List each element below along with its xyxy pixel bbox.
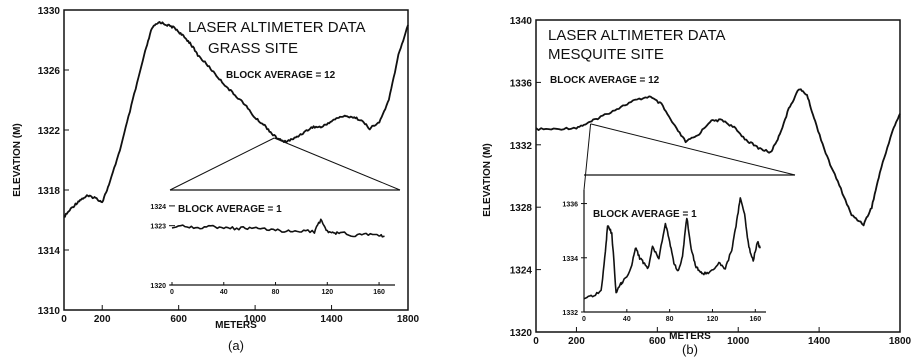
- panel-b-series: [535, 88, 901, 227]
- inset-y-tick-label: 1323: [150, 224, 166, 231]
- y-tick-label: 1314: [38, 246, 61, 257]
- y-tick-label: 1324: [510, 266, 533, 277]
- panel-a-inset-y-ticks: 1320 1323 1324: [150, 204, 175, 290]
- panel-b-inset-x-ticks: 0 40 80 120 160: [582, 309, 761, 323]
- y-tick-label: 1332: [510, 141, 533, 152]
- panel-a-title-line2: GRASS SITE: [208, 40, 298, 57]
- panel-b-x-ticks: 0 200 600 1000 1400 1800: [533, 327, 912, 347]
- panel-a-y-axis-label: ELEVATION (M): [12, 123, 23, 197]
- panel-a-plot-frame: [63, 9, 409, 311]
- panel-a-x-ticks: 0 200 600 1000 1400 1800: [61, 305, 420, 325]
- panel-b: 1320 1324 1328 1332 1336 1340 0 200 600 1000 1400…: [482, 16, 912, 357]
- y-tick-label: 1320: [510, 328, 533, 339]
- x-tick-label: 200: [568, 336, 585, 347]
- inset-x-tick-label: 0: [582, 316, 586, 323]
- panel-b-inset-y-ticks: 1332 1334 1336: [562, 202, 587, 317]
- y-tick-label: 1336: [510, 78, 533, 89]
- y-tick-label: 1340: [510, 16, 533, 27]
- inset-x-tick-label: 160: [749, 316, 761, 323]
- inset-x-tick-label: 40: [220, 289, 228, 296]
- inset-series-line: [583, 197, 761, 300]
- panel-a-x-axis-label: METERS: [215, 320, 257, 331]
- panel-b-title-line2: MESQUITE SITE: [548, 46, 664, 63]
- inset-x-tick-label: 120: [707, 316, 719, 323]
- panel-b-inset-frame: [584, 175, 795, 287]
- x-tick-label: 1800: [397, 314, 420, 325]
- panel-b-title-line1: LASER ALTIMETER DATA: [548, 27, 726, 44]
- panel-a-zoom-line-left: [169, 137, 275, 191]
- panel-a-title-line1: LASER ALTIMETER DATA: [188, 19, 366, 36]
- panel-b-inset: BLOCK AVERAGE = 1 1332 1334 1336 0 40 80 120 1…: [562, 123, 796, 323]
- x-tick-label: 0: [61, 314, 67, 325]
- y-tick-label: 1326: [38, 66, 61, 77]
- x-tick-label: 1800: [889, 336, 912, 347]
- inset-x-tick-label: 80: [272, 289, 280, 296]
- inset-x-tick-label: 0: [170, 289, 174, 296]
- panel-a-y-ticks: 1310 1314 1318 1322 1326 1330: [38, 6, 69, 317]
- panel-b-plot-frame: [535, 19, 901, 333]
- panel-a-inset-series: [171, 218, 385, 238]
- inset-x-tick-label: 40: [623, 316, 631, 323]
- inset-x-tick-label: 160: [373, 289, 385, 296]
- x-tick-label: 0: [533, 336, 539, 347]
- x-tick-label: 600: [170, 314, 187, 325]
- inset-y-tick-label: 1332: [562, 310, 578, 317]
- panel-a-zoom-line-right: [274, 137, 401, 191]
- y-tick-label: 1310: [38, 306, 61, 317]
- panel-b-zoom-line-right: [590, 123, 796, 176]
- inset-x-tick-label: 120: [321, 289, 333, 296]
- panel-a-caption: (a): [228, 338, 244, 353]
- y-tick-label: 1318: [38, 186, 61, 197]
- panel-b-block-average-inset: BLOCK AVERAGE = 1: [593, 209, 697, 220]
- inset-y-tick-label: 1336: [562, 202, 578, 209]
- panel-b-y-ticks: 1320 1324 1328 1332 1336 1340: [510, 16, 541, 339]
- elevation-series-line: [535, 88, 901, 227]
- panel-a: 1310 1314 1318 1322 1326 1330 0 200 600 1000 1400…: [12, 6, 420, 353]
- panel-b-y-axis-label: ELEVATION (M): [482, 143, 493, 217]
- inset-y-tick-label: 1320: [150, 283, 166, 290]
- y-tick-label: 1322: [38, 126, 61, 137]
- x-tick-label: 200: [94, 314, 111, 325]
- elevation-series-line: [63, 21, 409, 218]
- panel-b-inset-series: [583, 197, 761, 300]
- inset-series-line: [171, 218, 385, 238]
- y-tick-label: 1328: [510, 203, 533, 214]
- panel-b-caption: (b): [682, 342, 698, 357]
- panel-a-block-average-main: BLOCK AVERAGE = 12: [226, 70, 336, 81]
- inset-y-tick-label: 1324: [150, 204, 166, 211]
- panel-a-block-average-inset: BLOCK AVERAGE = 1: [178, 204, 282, 215]
- x-tick-label: 600: [649, 336, 666, 347]
- panel-b-x-axis-label: METERS: [669, 331, 711, 342]
- panel-a-inset: BLOCK AVERAGE = 1 1320 1323 1324 0 40 80 120 1…: [150, 137, 401, 296]
- panel-a-series: [63, 21, 409, 218]
- y-tick-label: 1330: [38, 6, 61, 17]
- x-tick-label: 1000: [727, 336, 750, 347]
- x-tick-label: 1400: [808, 336, 831, 347]
- panel-a-inset-x-ticks: 0 40 80 120 160: [170, 282, 385, 296]
- x-tick-label: 1400: [320, 314, 343, 325]
- inset-y-tick-label: 1334: [562, 256, 578, 263]
- panel-b-block-average-main: BLOCK AVERAGE = 12: [550, 75, 660, 86]
- panel-b-zoom-line-left: [583, 123, 592, 191]
- inset-x-tick-label: 80: [666, 316, 674, 323]
- x-tick-label: 1000: [244, 314, 267, 325]
